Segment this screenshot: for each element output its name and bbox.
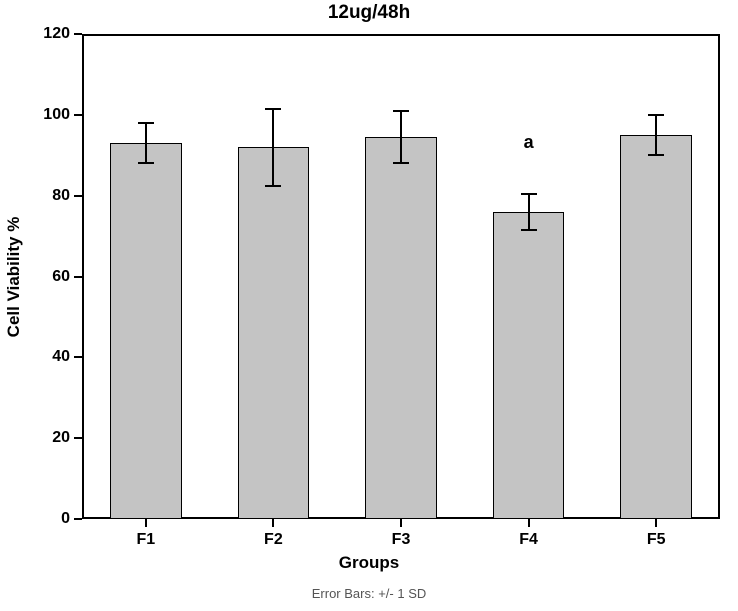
y-tick-label: 100 — [43, 106, 82, 124]
error-cap — [648, 114, 664, 116]
x-axis-label: Groups — [0, 553, 738, 573]
error-bar — [655, 115, 657, 155]
x-tick-label: F5 — [647, 519, 666, 549]
y-tick-label: 40 — [52, 348, 82, 366]
x-tick-label: F2 — [264, 519, 283, 549]
error-bar — [400, 111, 402, 164]
y-tick-label: 60 — [52, 268, 82, 286]
error-bar — [272, 109, 274, 186]
error-cap — [648, 154, 664, 156]
bar — [238, 147, 309, 519]
bar — [365, 137, 436, 519]
plot-area: 020406080100120F1F2F3F4F5a — [82, 34, 720, 519]
error-cap — [265, 108, 281, 110]
chart-container: 12ug/48h Cell Viability % 02040608010012… — [0, 0, 738, 611]
error-cap — [265, 185, 281, 187]
y-axis-label: Cell Viability % — [4, 216, 24, 337]
bar-annotation: a — [524, 132, 534, 153]
y-tick-label: 20 — [52, 429, 82, 447]
bar — [110, 143, 181, 519]
x-tick-label: F1 — [136, 519, 155, 549]
bar — [620, 135, 691, 519]
error-cap — [521, 229, 537, 231]
x-tick-label: F3 — [392, 519, 411, 549]
error-cap — [138, 162, 154, 164]
error-cap — [138, 122, 154, 124]
chart-title: 12ug/48h — [0, 2, 738, 24]
x-tick-label: F4 — [519, 519, 538, 549]
error-cap — [393, 162, 409, 164]
y-tick-label: 80 — [52, 187, 82, 205]
chart-footnote: Error Bars: +/- 1 SD — [0, 586, 738, 601]
error-bar — [145, 123, 147, 163]
error-cap — [521, 193, 537, 195]
error-bar — [528, 194, 530, 230]
bar — [493, 212, 564, 519]
y-tick-label: 120 — [43, 25, 82, 43]
y-tick-label: 0 — [61, 510, 82, 528]
error-cap — [393, 110, 409, 112]
